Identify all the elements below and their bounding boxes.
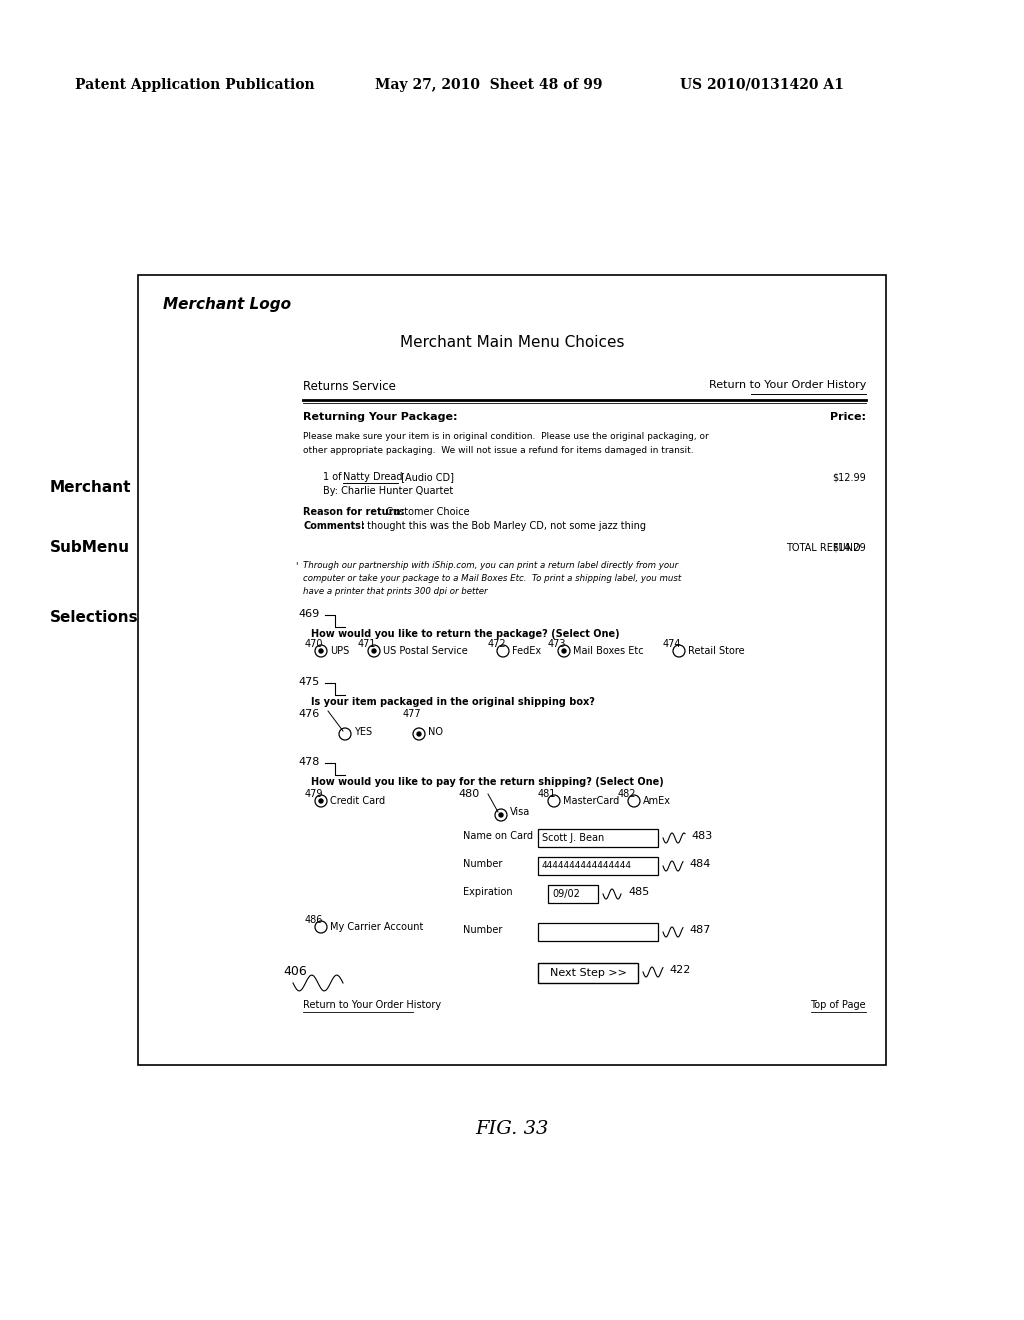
Circle shape	[318, 648, 324, 653]
Text: FedEx: FedEx	[512, 645, 541, 656]
Text: 472: 472	[488, 639, 507, 649]
Bar	[538, 857, 658, 875]
Text: Merchant Main Menu Choices: Merchant Main Menu Choices	[399, 335, 625, 350]
Text: 475: 475	[298, 677, 319, 686]
Text: 406: 406	[283, 965, 307, 978]
Bar	[138, 275, 886, 1065]
Text: other appropriate packaging.  We will not issue a refund for items damaged in tr: other appropriate packaging. We will not…	[303, 446, 693, 455]
Circle shape	[499, 812, 504, 817]
Text: Credit Card: Credit Card	[330, 796, 385, 807]
Circle shape	[372, 648, 377, 653]
Text: May 27, 2010  Sheet 48 of 99: May 27, 2010 Sheet 48 of 99	[375, 78, 602, 92]
Text: Name on Card: Name on Card	[463, 832, 534, 841]
Text: Please make sure your item is in original condition.  Please use the original pa: Please make sure your item is in origina…	[303, 432, 709, 441]
Text: Is your item packaged in the original shipping box?: Is your item packaged in the original sh…	[311, 697, 595, 708]
Text: Customer Choice: Customer Choice	[383, 507, 470, 517]
Text: My Carrier Account: My Carrier Account	[330, 921, 423, 932]
Text: SubMenu: SubMenu	[50, 540, 130, 554]
Text: Returning Your Package:: Returning Your Package:	[303, 412, 458, 422]
Bar	[538, 923, 658, 941]
Text: How would you like to pay for the return shipping? (Select One): How would you like to pay for the return…	[311, 777, 664, 787]
Text: Retail Store: Retail Store	[688, 645, 744, 656]
Text: How would you like to return the package? (Select One): How would you like to return the package…	[311, 630, 620, 639]
Text: Returns Service: Returns Service	[303, 380, 396, 393]
Text: TOTAL REFUND: TOTAL REFUND	[786, 543, 860, 553]
Text: 471: 471	[358, 639, 377, 649]
Text: Comments:: Comments:	[303, 521, 365, 531]
Text: NO: NO	[428, 727, 443, 737]
Text: 470: 470	[305, 639, 324, 649]
Text: 469: 469	[298, 609, 319, 619]
Text: 485: 485	[628, 887, 649, 898]
Text: Reason for return:: Reason for return:	[303, 507, 404, 517]
Text: 484: 484	[689, 859, 711, 869]
Text: Expiration: Expiration	[463, 887, 513, 898]
Text: 480: 480	[458, 789, 479, 799]
Text: Next Step >>: Next Step >>	[550, 968, 627, 978]
Circle shape	[318, 799, 324, 804]
Text: Selections: Selections	[50, 610, 138, 624]
Bar	[538, 829, 658, 847]
Text: Visa: Visa	[510, 807, 530, 817]
Text: Number: Number	[463, 925, 503, 935]
Text: 422: 422	[669, 965, 690, 975]
Text: 486: 486	[305, 915, 324, 925]
Text: [Audio CD]: [Audio CD]	[398, 473, 454, 482]
Text: $14.29: $14.29	[833, 543, 866, 553]
Text: Price:: Price:	[830, 412, 866, 422]
Text: 482: 482	[618, 789, 637, 799]
Text: UPS: UPS	[330, 645, 349, 656]
Text: FIG. 33: FIG. 33	[475, 1119, 549, 1138]
Text: Number: Number	[463, 859, 503, 869]
Text: 1 of: 1 of	[323, 473, 345, 482]
Circle shape	[561, 648, 566, 653]
Text: 476: 476	[298, 709, 319, 719]
Text: Scott J. Bean: Scott J. Bean	[542, 833, 604, 843]
Text: 477: 477	[403, 709, 422, 719]
Text: 479: 479	[305, 789, 324, 799]
Text: Mail Boxes Etc: Mail Boxes Etc	[573, 645, 644, 656]
Text: YES: YES	[354, 727, 372, 737]
Text: Return to Your Order History: Return to Your Order History	[709, 380, 866, 389]
Text: AmEx: AmEx	[643, 796, 671, 807]
Text: Merchant: Merchant	[50, 480, 131, 495]
Text: Merchant Logo: Merchant Logo	[163, 297, 291, 312]
Text: 483: 483	[691, 832, 713, 841]
Circle shape	[417, 731, 422, 737]
Text: US Postal Service: US Postal Service	[383, 645, 468, 656]
Text: I thought this was the Bob Marley CD, not some jazz thing: I thought this was the Bob Marley CD, no…	[358, 521, 646, 531]
Text: have a printer that prints 300 dpi or better: have a printer that prints 300 dpi or be…	[303, 587, 487, 597]
Text: US 2010/0131420 A1: US 2010/0131420 A1	[680, 78, 844, 92]
Text: 4444444444444444: 4444444444444444	[542, 862, 632, 870]
Text: 481: 481	[538, 789, 556, 799]
Text: Top of Page: Top of Page	[810, 1001, 866, 1010]
Bar	[548, 884, 598, 903]
Text: $12.99: $12.99	[833, 473, 866, 482]
Bar	[538, 964, 638, 983]
Text: By: Charlie Hunter Quartet: By: Charlie Hunter Quartet	[323, 486, 454, 496]
Text: 487: 487	[689, 925, 711, 935]
Text: MasterCard: MasterCard	[563, 796, 620, 807]
Text: Return to Your Order History: Return to Your Order History	[303, 1001, 441, 1010]
Text: Natty Dread: Natty Dread	[343, 473, 402, 482]
Text: Through our partnership with iShip.com, you can print a return label directly fr: Through our partnership with iShip.com, …	[303, 561, 678, 570]
Text: computer or take your package to a Mail Boxes Etc.  To print a shipping label, y: computer or take your package to a Mail …	[303, 574, 681, 583]
Text: 474: 474	[663, 639, 682, 649]
Text: ': '	[295, 561, 298, 572]
Text: Patent Application Publication: Patent Application Publication	[75, 78, 314, 92]
Text: 09/02: 09/02	[552, 888, 580, 899]
Text: 473: 473	[548, 639, 566, 649]
Text: 478: 478	[298, 756, 319, 767]
